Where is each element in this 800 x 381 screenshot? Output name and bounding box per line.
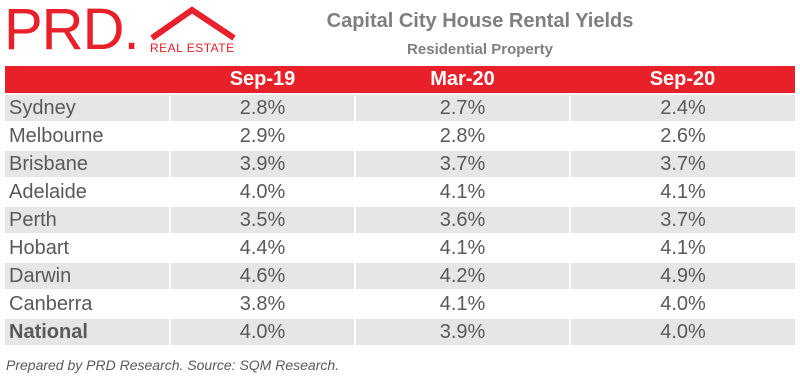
yield-cell: 3.7%	[354, 149, 570, 178]
yield-cell: 3.9%	[169, 149, 355, 178]
yield-cell: 3.9%	[354, 317, 570, 345]
yield-cell: 4.1%	[354, 233, 570, 262]
logo-tagline: REAL ESTATE	[150, 41, 235, 55]
footer-note: Prepared by PRD Research. Source: SQM Re…	[6, 357, 340, 373]
yield-cell: 3.7%	[569, 149, 795, 178]
yield-cell: 2.7%	[354, 93, 570, 122]
logo-brand: PRD.	[4, 0, 140, 62]
table-row: Melbourne 2.9% 2.8% 2.6%	[5, 121, 795, 150]
yield-cell: 3.8%	[169, 289, 355, 318]
row-label: Darwin	[5, 261, 170, 290]
yield-cell: 4.0%	[569, 289, 795, 318]
yield-cell: 2.9%	[169, 121, 355, 150]
table-row: Hobart 4.4% 4.1% 4.1%	[5, 233, 795, 262]
column-header: Mar-20	[355, 66, 570, 94]
table-row: National 4.0% 3.9% 4.0%	[5, 317, 795, 345]
row-label: Canberra	[5, 289, 170, 318]
row-label: Adelaide	[5, 177, 170, 206]
yield-cell: 4.1%	[569, 177, 795, 206]
row-label: Sydney	[5, 93, 170, 122]
row-label: National	[5, 317, 170, 345]
yield-cell: 3.6%	[354, 205, 570, 234]
row-label: Hobart	[5, 233, 170, 262]
table-row: Perth 3.5% 3.6% 3.7%	[5, 205, 795, 234]
yield-cell: 4.6%	[169, 261, 355, 290]
row-label: Perth	[5, 205, 170, 234]
table-row: Sydney 2.8% 2.7% 2.4%	[5, 93, 795, 122]
table-row: Adelaide 4.0% 4.1% 4.1%	[5, 177, 795, 206]
yield-table: Sep-19 Mar-20 Sep-20 Sydney 2.8% 2.7% 2.4% Mel…	[5, 66, 795, 345]
roof-line	[150, 6, 236, 41]
yield-cell: 3.7%	[569, 205, 795, 234]
yield-cell: 4.4%	[169, 233, 355, 262]
row-label: Brisbane	[5, 149, 170, 178]
yield-cell: 2.8%	[354, 121, 570, 150]
yield-cell: 4.0%	[169, 177, 355, 206]
column-header: Sep-19	[170, 66, 355, 94]
row-label: Melbourne	[5, 121, 170, 150]
subtitle: Residential Property	[407, 41, 553, 58]
yield-cell: 2.6%	[569, 121, 795, 150]
yield-cell: 4.9%	[569, 261, 795, 290]
yield-cell: 2.8%	[169, 93, 355, 122]
column-header: Sep-20	[570, 66, 795, 94]
table-row: Brisbane 3.9% 3.7% 3.7%	[5, 149, 795, 178]
table-row: Darwin 4.6% 4.2% 4.9%	[5, 261, 795, 290]
yield-cell: 4.0%	[569, 317, 795, 345]
yield-cell: 4.0%	[169, 317, 355, 345]
yield-cell: 2.4%	[569, 93, 795, 122]
corner-cell	[5, 66, 170, 94]
header-row: Sep-19 Mar-20 Sep-20	[5, 66, 795, 94]
table-row: Canberra 3.8% 4.1% 4.0%	[5, 289, 795, 318]
logo-roof	[150, 6, 236, 41]
yield-cell: 3.5%	[169, 205, 355, 234]
yield-cell: 4.1%	[354, 177, 570, 206]
yield-cell: 4.1%	[354, 289, 570, 318]
yield-cell: 4.1%	[569, 233, 795, 262]
title: Capital City House Rental Yields	[326, 10, 634, 32]
yield-cell: 4.2%	[354, 261, 570, 290]
